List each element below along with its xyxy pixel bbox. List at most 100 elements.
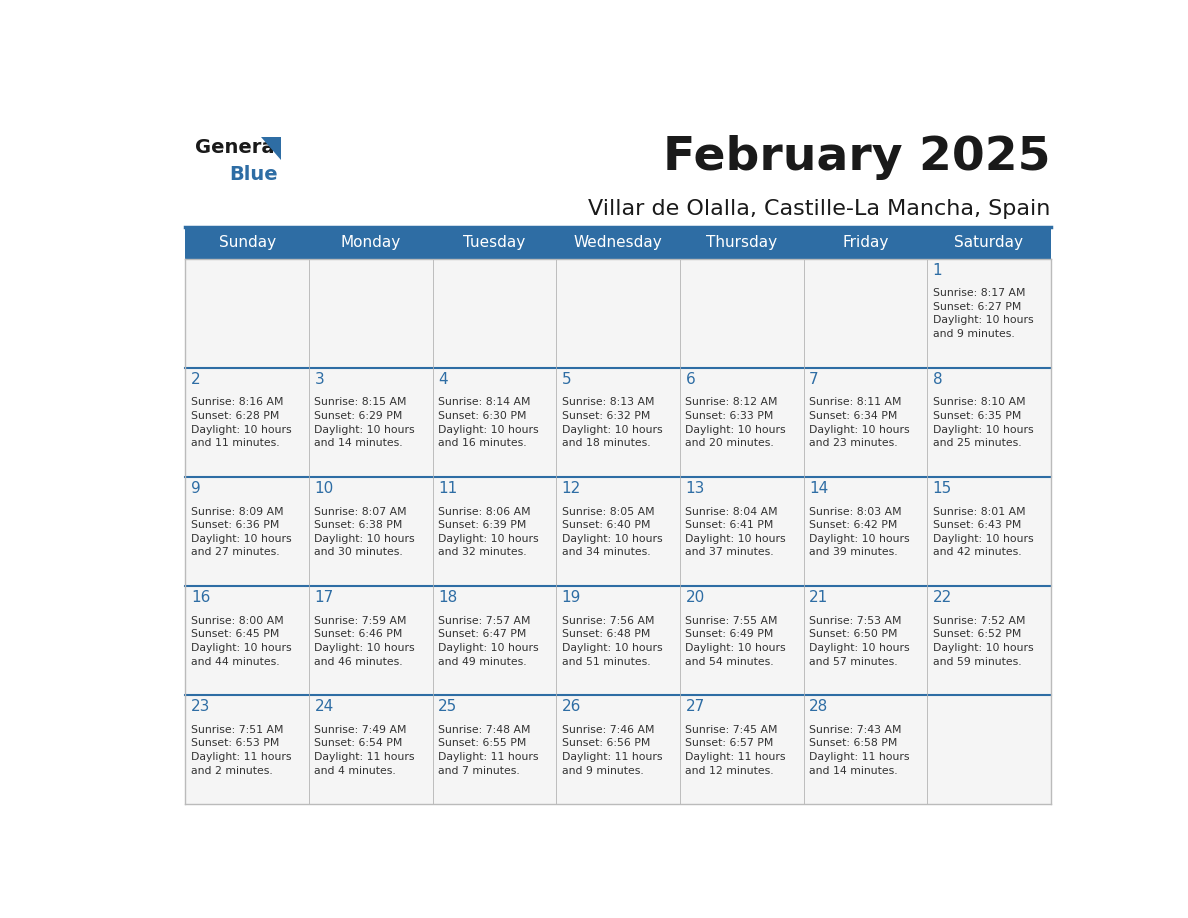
Bar bbox=[556, 695, 680, 804]
Bar bbox=[432, 368, 556, 476]
Text: Sunrise: 8:15 AM
Sunset: 6:29 PM
Daylight: 10 hours
and 14 minutes.: Sunrise: 8:15 AM Sunset: 6:29 PM Dayligh… bbox=[315, 397, 415, 448]
Text: Sunrise: 7:57 AM
Sunset: 6:47 PM
Daylight: 10 hours
and 49 minutes.: Sunrise: 7:57 AM Sunset: 6:47 PM Dayligh… bbox=[438, 616, 538, 666]
Text: Sunrise: 7:59 AM
Sunset: 6:46 PM
Daylight: 10 hours
and 46 minutes.: Sunrise: 7:59 AM Sunset: 6:46 PM Dayligh… bbox=[315, 616, 415, 666]
Bar bbox=[803, 259, 927, 368]
Text: 3: 3 bbox=[315, 372, 324, 387]
Bar bbox=[556, 259, 680, 368]
Text: Sunrise: 8:09 AM
Sunset: 6:36 PM
Daylight: 10 hours
and 27 minutes.: Sunrise: 8:09 AM Sunset: 6:36 PM Dayligh… bbox=[191, 507, 291, 557]
Text: 11: 11 bbox=[438, 481, 457, 496]
Bar bbox=[185, 259, 309, 368]
Text: 27: 27 bbox=[685, 700, 704, 714]
Bar bbox=[680, 476, 803, 586]
Text: Sunrise: 8:04 AM
Sunset: 6:41 PM
Daylight: 10 hours
and 37 minutes.: Sunrise: 8:04 AM Sunset: 6:41 PM Dayligh… bbox=[685, 507, 786, 557]
Bar bbox=[432, 476, 556, 586]
Bar bbox=[927, 586, 1051, 695]
Text: 20: 20 bbox=[685, 590, 704, 605]
Text: Sunrise: 8:07 AM
Sunset: 6:38 PM
Daylight: 10 hours
and 30 minutes.: Sunrise: 8:07 AM Sunset: 6:38 PM Dayligh… bbox=[315, 507, 415, 557]
Text: 23: 23 bbox=[191, 700, 210, 714]
Bar bbox=[309, 259, 432, 368]
Bar bbox=[432, 695, 556, 804]
Text: 9: 9 bbox=[191, 481, 201, 496]
Text: Blue: Blue bbox=[229, 165, 278, 185]
Bar bbox=[556, 368, 680, 476]
Text: 15: 15 bbox=[933, 481, 952, 496]
Bar bbox=[680, 586, 803, 695]
Text: Sunrise: 7:43 AM
Sunset: 6:58 PM
Daylight: 11 hours
and 14 minutes.: Sunrise: 7:43 AM Sunset: 6:58 PM Dayligh… bbox=[809, 725, 910, 776]
Bar bbox=[927, 259, 1051, 368]
Bar bbox=[680, 259, 803, 368]
Text: Sunrise: 8:01 AM
Sunset: 6:43 PM
Daylight: 10 hours
and 42 minutes.: Sunrise: 8:01 AM Sunset: 6:43 PM Dayligh… bbox=[933, 507, 1034, 557]
Text: Saturday: Saturday bbox=[954, 235, 1024, 251]
Bar bbox=[680, 695, 803, 804]
Bar bbox=[680, 368, 803, 476]
Text: Monday: Monday bbox=[341, 235, 400, 251]
Text: Friday: Friday bbox=[842, 235, 889, 251]
Bar bbox=[927, 476, 1051, 586]
Text: Sunrise: 7:56 AM
Sunset: 6:48 PM
Daylight: 10 hours
and 51 minutes.: Sunrise: 7:56 AM Sunset: 6:48 PM Dayligh… bbox=[562, 616, 663, 666]
Text: 10: 10 bbox=[315, 481, 334, 496]
Text: Sunrise: 7:52 AM
Sunset: 6:52 PM
Daylight: 10 hours
and 59 minutes.: Sunrise: 7:52 AM Sunset: 6:52 PM Dayligh… bbox=[933, 616, 1034, 666]
Text: 14: 14 bbox=[809, 481, 828, 496]
Bar bbox=[432, 259, 556, 368]
Text: 24: 24 bbox=[315, 700, 334, 714]
Text: 22: 22 bbox=[933, 590, 952, 605]
Bar bbox=[803, 476, 927, 586]
Text: Sunrise: 8:00 AM
Sunset: 6:45 PM
Daylight: 10 hours
and 44 minutes.: Sunrise: 8:00 AM Sunset: 6:45 PM Dayligh… bbox=[191, 616, 291, 666]
Text: 2: 2 bbox=[191, 372, 201, 387]
Text: Sunrise: 8:12 AM
Sunset: 6:33 PM
Daylight: 10 hours
and 20 minutes.: Sunrise: 8:12 AM Sunset: 6:33 PM Dayligh… bbox=[685, 397, 786, 448]
Text: Sunrise: 8:11 AM
Sunset: 6:34 PM
Daylight: 10 hours
and 23 minutes.: Sunrise: 8:11 AM Sunset: 6:34 PM Dayligh… bbox=[809, 397, 910, 448]
Text: 28: 28 bbox=[809, 700, 828, 714]
Bar bbox=[185, 586, 309, 695]
Text: Sunrise: 7:51 AM
Sunset: 6:53 PM
Daylight: 11 hours
and 2 minutes.: Sunrise: 7:51 AM Sunset: 6:53 PM Dayligh… bbox=[191, 725, 291, 776]
Text: 25: 25 bbox=[438, 700, 457, 714]
Bar bbox=[185, 368, 309, 476]
Text: Wednesday: Wednesday bbox=[574, 235, 663, 251]
Bar bbox=[803, 368, 927, 476]
Text: Sunrise: 8:14 AM
Sunset: 6:30 PM
Daylight: 10 hours
and 16 minutes.: Sunrise: 8:14 AM Sunset: 6:30 PM Dayligh… bbox=[438, 397, 538, 448]
Text: Sunrise: 8:05 AM
Sunset: 6:40 PM
Daylight: 10 hours
and 34 minutes.: Sunrise: 8:05 AM Sunset: 6:40 PM Dayligh… bbox=[562, 507, 663, 557]
Text: Tuesday: Tuesday bbox=[463, 235, 525, 251]
Text: Sunrise: 8:03 AM
Sunset: 6:42 PM
Daylight: 10 hours
and 39 minutes.: Sunrise: 8:03 AM Sunset: 6:42 PM Dayligh… bbox=[809, 507, 910, 557]
Text: 7: 7 bbox=[809, 372, 819, 387]
Bar bbox=[432, 586, 556, 695]
Text: Sunrise: 7:49 AM
Sunset: 6:54 PM
Daylight: 11 hours
and 4 minutes.: Sunrise: 7:49 AM Sunset: 6:54 PM Dayligh… bbox=[315, 725, 415, 776]
Text: Villar de Olalla, Castille-La Mancha, Spain: Villar de Olalla, Castille-La Mancha, Sp… bbox=[588, 198, 1051, 218]
Bar bbox=[927, 368, 1051, 476]
Text: Sunrise: 7:46 AM
Sunset: 6:56 PM
Daylight: 11 hours
and 9 minutes.: Sunrise: 7:46 AM Sunset: 6:56 PM Dayligh… bbox=[562, 725, 662, 776]
Bar bbox=[556, 476, 680, 586]
Bar bbox=[309, 695, 432, 804]
Text: 6: 6 bbox=[685, 372, 695, 387]
Bar bbox=[309, 368, 432, 476]
Text: 16: 16 bbox=[191, 590, 210, 605]
Text: Sunrise: 8:16 AM
Sunset: 6:28 PM
Daylight: 10 hours
and 11 minutes.: Sunrise: 8:16 AM Sunset: 6:28 PM Dayligh… bbox=[191, 397, 291, 448]
Text: Sunrise: 7:48 AM
Sunset: 6:55 PM
Daylight: 11 hours
and 7 minutes.: Sunrise: 7:48 AM Sunset: 6:55 PM Dayligh… bbox=[438, 725, 538, 776]
Text: 26: 26 bbox=[562, 700, 581, 714]
Bar bbox=[803, 695, 927, 804]
Bar bbox=[309, 586, 432, 695]
Text: 5: 5 bbox=[562, 372, 571, 387]
Text: 13: 13 bbox=[685, 481, 704, 496]
Text: 19: 19 bbox=[562, 590, 581, 605]
Text: 17: 17 bbox=[315, 590, 334, 605]
Bar bbox=[309, 476, 432, 586]
Text: Sunrise: 7:45 AM
Sunset: 6:57 PM
Daylight: 11 hours
and 12 minutes.: Sunrise: 7:45 AM Sunset: 6:57 PM Dayligh… bbox=[685, 725, 786, 776]
Text: 8: 8 bbox=[933, 372, 942, 387]
Polygon shape bbox=[261, 137, 282, 160]
Bar bbox=[927, 695, 1051, 804]
Bar bbox=[185, 227, 1051, 259]
Text: 18: 18 bbox=[438, 590, 457, 605]
Text: 21: 21 bbox=[809, 590, 828, 605]
Text: General: General bbox=[195, 139, 280, 157]
Text: Sunrise: 8:10 AM
Sunset: 6:35 PM
Daylight: 10 hours
and 25 minutes.: Sunrise: 8:10 AM Sunset: 6:35 PM Dayligh… bbox=[933, 397, 1034, 448]
Text: Sunrise: 7:55 AM
Sunset: 6:49 PM
Daylight: 10 hours
and 54 minutes.: Sunrise: 7:55 AM Sunset: 6:49 PM Dayligh… bbox=[685, 616, 786, 666]
Bar bbox=[803, 586, 927, 695]
Text: Thursday: Thursday bbox=[706, 235, 777, 251]
Text: Sunrise: 8:13 AM
Sunset: 6:32 PM
Daylight: 10 hours
and 18 minutes.: Sunrise: 8:13 AM Sunset: 6:32 PM Dayligh… bbox=[562, 397, 663, 448]
Text: Sunrise: 8:06 AM
Sunset: 6:39 PM
Daylight: 10 hours
and 32 minutes.: Sunrise: 8:06 AM Sunset: 6:39 PM Dayligh… bbox=[438, 507, 538, 557]
Bar bbox=[185, 476, 309, 586]
Text: Sunday: Sunday bbox=[219, 235, 276, 251]
Bar bbox=[556, 586, 680, 695]
Bar bbox=[185, 695, 309, 804]
Text: 4: 4 bbox=[438, 372, 448, 387]
Text: Sunrise: 8:17 AM
Sunset: 6:27 PM
Daylight: 10 hours
and 9 minutes.: Sunrise: 8:17 AM Sunset: 6:27 PM Dayligh… bbox=[933, 288, 1034, 339]
